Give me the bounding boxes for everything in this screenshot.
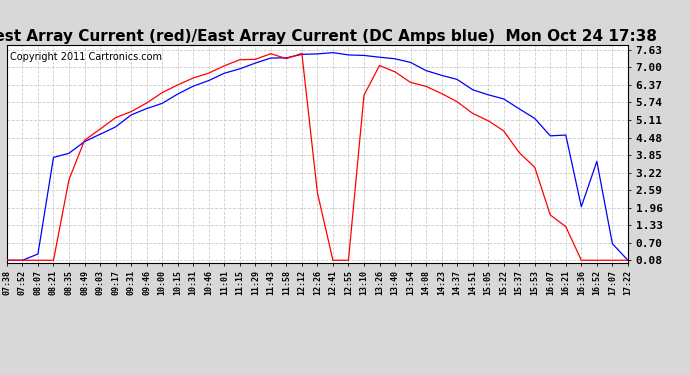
Text: Copyright 2011 Cartronics.com: Copyright 2011 Cartronics.com — [10, 51, 162, 62]
Title: West Array Current (red)/East Array Current (DC Amps blue)  Mon Oct 24 17:38: West Array Current (red)/East Array Curr… — [0, 29, 657, 44]
